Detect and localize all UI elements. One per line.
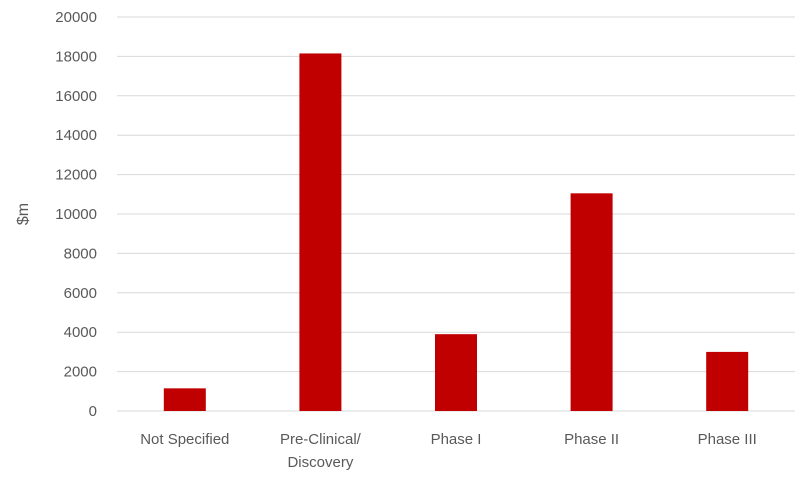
x-category-label: Pre-Clinical/Discovery <box>280 431 362 471</box>
x-axis-categories: Not Specified Pre-Clinical/Discovery Phase… <box>140 431 757 471</box>
x-category-label: Phase III <box>698 431 757 448</box>
y-tick-label: 20000 <box>55 9 97 26</box>
gridlines <box>117 16 795 412</box>
y-tick-label: 8000 <box>64 245 97 262</box>
y-tick-label: 6000 <box>64 285 97 302</box>
y-tick-label: 16000 <box>55 88 97 105</box>
bar <box>570 193 613 411</box>
y-tick-label: 12000 <box>55 167 97 184</box>
x-category-label: Phase II <box>564 431 619 448</box>
y-tick-label: 2000 <box>64 364 97 381</box>
y-axis-title: $m <box>15 203 32 225</box>
y-tick-label: 14000 <box>55 127 97 144</box>
bar <box>163 388 206 411</box>
bars <box>163 53 749 411</box>
bar <box>706 351 749 411</box>
x-category-label: Phase I <box>431 431 482 448</box>
y-tick-label: 0 <box>89 403 97 420</box>
x-category-label: Not Specified <box>140 431 229 448</box>
bar <box>435 334 477 411</box>
bar <box>299 53 342 411</box>
y-axis-ticks: 0 2000 4000 6000 8000 10000 12000 14000 16000 180… <box>55 9 97 420</box>
y-tick-label: 4000 <box>64 324 97 341</box>
y-tick-label: 10000 <box>55 206 97 223</box>
y-tick-label: 18000 <box>55 48 97 65</box>
